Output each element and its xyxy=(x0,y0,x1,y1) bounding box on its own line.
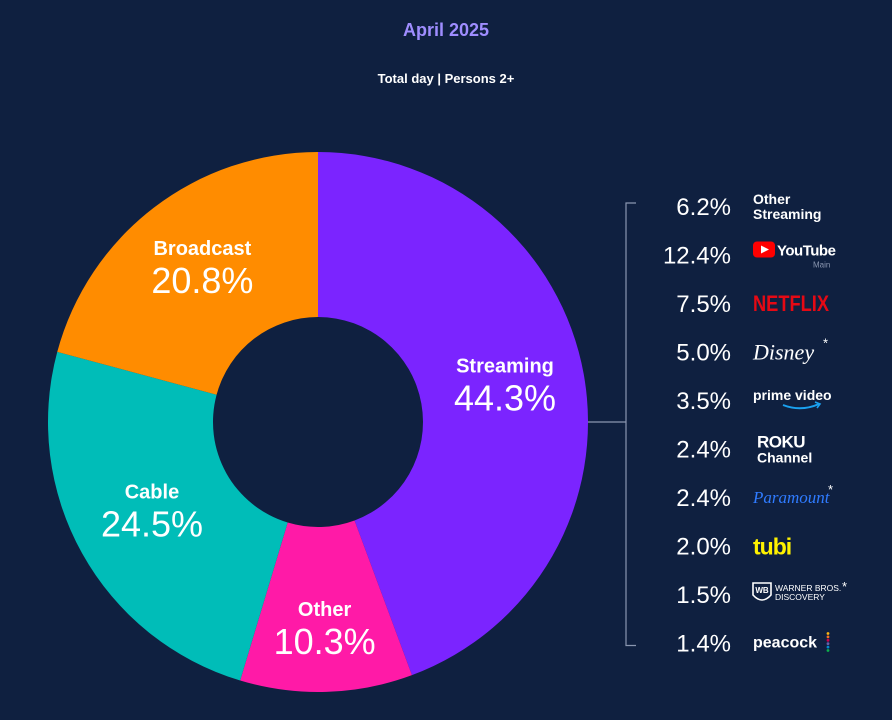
asterisk-mark: * xyxy=(823,336,828,351)
peacock-logo: peacock xyxy=(753,632,830,652)
chart-title: April 2025 xyxy=(402,20,490,40)
bracket-line xyxy=(625,202,636,647)
asterisk-mark: * xyxy=(842,579,847,594)
breakdown-value: 6.2% xyxy=(676,194,731,221)
breakdown-value: 5.0% xyxy=(676,340,731,367)
tubi-logo: tubi xyxy=(753,534,792,560)
svg-text:Streaming: Streaming xyxy=(753,206,821,222)
breakdown-row-tubi: 2.0% tubi xyxy=(676,534,792,561)
asterisk-mark: * xyxy=(828,482,833,497)
breakdown-row-prime-video: 3.5% prime video xyxy=(676,387,831,415)
breakdown-row-disney: 5.0% Disney * xyxy=(676,336,828,367)
prime-video-logo: prime video xyxy=(753,387,832,410)
svg-text:tubi: tubi xyxy=(753,534,791,560)
svg-text:YouTube: YouTube xyxy=(777,243,836,260)
breakdown-value: 1.5% xyxy=(676,582,731,609)
breakdown-bracket xyxy=(588,202,636,647)
breakdown-value: 12.4% xyxy=(663,243,731,270)
segment-name-streaming: Streaming xyxy=(456,355,554,377)
breakdown-value: 1.4% xyxy=(676,631,731,658)
svg-text:prime video: prime video xyxy=(753,387,832,403)
svg-text:peacock: peacock xyxy=(753,635,817,652)
segment-value-other: 10.3% xyxy=(274,621,376,662)
segment-cable xyxy=(47,351,288,681)
segment-name-broadcast: Broadcast xyxy=(153,238,251,260)
breakdown-row-warner-bros-discovery: 1.5% WB WARNER BROS.DISCOVERY * xyxy=(676,579,847,609)
breakdown-value: 3.5% xyxy=(676,388,731,415)
svg-text:WB: WB xyxy=(755,586,769,595)
segment-other xyxy=(240,520,412,692)
segment-streaming xyxy=(318,152,588,676)
svg-text:NETFLIX: NETFLIX xyxy=(753,291,829,316)
svg-text:Channel: Channel xyxy=(757,450,812,466)
svg-text:DISCOVERY: DISCOVERY xyxy=(775,592,825,602)
svg-text:WARNER BROS.: WARNER BROS. xyxy=(775,583,841,593)
segment-value-cable: 24.5% xyxy=(101,503,203,544)
disney-logo: Disney * xyxy=(752,336,828,365)
segment-broadcast xyxy=(57,152,319,395)
paramount-logo: Paramount* xyxy=(752,482,833,507)
segment-name-other: Other xyxy=(298,599,352,621)
breakdown-row-peacock: 1.4% peacock xyxy=(676,631,830,658)
svg-text:Other: Other xyxy=(753,191,791,207)
svg-text:ROKU: ROKU xyxy=(757,433,805,452)
wbd-logo: WB WARNER BROS.DISCOVERY * xyxy=(752,579,847,602)
svg-text:Disney: Disney xyxy=(752,340,814,365)
breakdown-value: 7.5% xyxy=(676,291,731,318)
svg-text:Paramount: Paramount xyxy=(752,488,831,507)
breakdown-value: 2.4% xyxy=(676,437,731,464)
breakdown-value: 2.4% xyxy=(676,485,731,512)
breakdown-row-paramount: 2.4% Paramount* xyxy=(676,482,833,512)
svg-text:Main: Main xyxy=(813,261,830,270)
segment-value-streaming: 44.3% xyxy=(454,377,556,418)
segment-value-broadcast: 20.8% xyxy=(151,260,253,301)
netflix-logo: NETFLIX xyxy=(753,291,829,316)
breakdown-row-netflix: 7.5% NETFLIX xyxy=(676,291,829,318)
segment-name-cable: Cable xyxy=(125,481,179,503)
chart-subtitle: Total day | Persons 2+ xyxy=(377,71,515,86)
donut-segments xyxy=(47,152,588,692)
breakdown-value: 2.0% xyxy=(676,534,731,561)
